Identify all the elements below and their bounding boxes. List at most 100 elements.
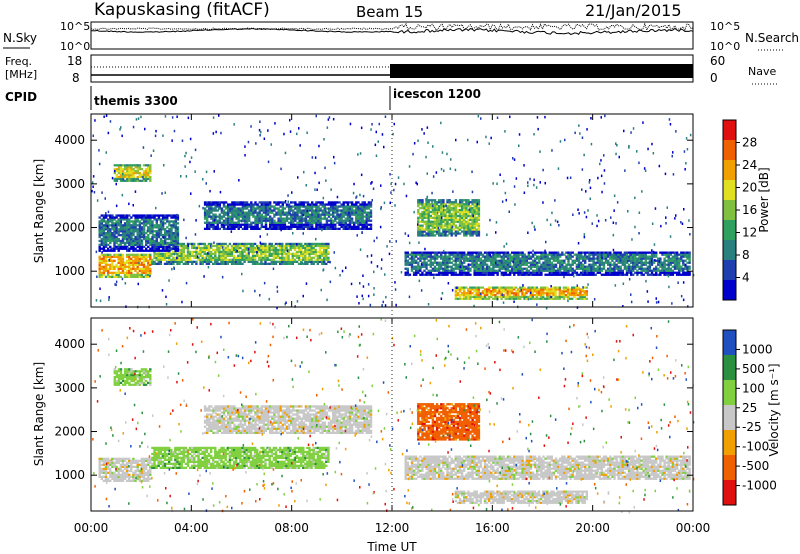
heatmap-cell xyxy=(630,272,632,274)
heatmap-cell xyxy=(405,268,407,270)
heatmap-cell xyxy=(212,209,214,211)
heatmap-cell xyxy=(193,257,195,259)
heatmap-cell xyxy=(455,219,457,221)
heatmap-speckle xyxy=(140,226,142,229)
heatmap-cell xyxy=(143,266,145,268)
heatmap-cell xyxy=(527,296,529,298)
heatmap-cell xyxy=(326,207,328,209)
heatmap-cell xyxy=(432,274,434,276)
heatmap-cell xyxy=(540,256,542,258)
heatmap-cell xyxy=(563,270,565,272)
heatmap-cell xyxy=(204,214,206,216)
heatmap-cell xyxy=(141,276,143,278)
heatmap-cell xyxy=(214,263,216,265)
heatmap-cell xyxy=(233,251,235,253)
heatmap-cell xyxy=(538,268,540,270)
heatmap-cell xyxy=(569,266,571,268)
heatmap-cell xyxy=(221,201,223,203)
heatmap-cell xyxy=(248,257,250,259)
heatmap-cell xyxy=(265,220,267,222)
heatmap-cell xyxy=(262,259,264,261)
heatmap-cell xyxy=(578,260,580,262)
heatmap-cell xyxy=(99,266,101,268)
heatmap-cell xyxy=(534,274,536,276)
heatmap-cell xyxy=(277,220,279,222)
heatmap-cell xyxy=(446,270,448,272)
heatmap-cell xyxy=(233,224,235,226)
heatmap-cell xyxy=(665,274,667,276)
heatmap-cell xyxy=(162,253,164,255)
heatmap-cell xyxy=(364,201,366,203)
heatmap-cell xyxy=(265,201,267,203)
heatmap-cell xyxy=(137,230,139,232)
heatmap-cell xyxy=(141,174,143,176)
heatmap-cell xyxy=(263,220,265,222)
heatmap-cell xyxy=(222,259,224,261)
heatmap-cell xyxy=(130,172,132,174)
heatmap-cell xyxy=(111,264,113,266)
heatmap-cell xyxy=(283,245,285,247)
heatmap-cell xyxy=(158,250,160,252)
heatmap-cell xyxy=(465,294,467,296)
heatmap-cell xyxy=(434,268,436,270)
heatmap-cell xyxy=(130,262,132,264)
heatmap-cell xyxy=(609,252,611,254)
heatmap-cell xyxy=(471,256,473,258)
heatmap-cell xyxy=(436,201,438,203)
heatmap-cell xyxy=(132,178,134,180)
heatmap-cell xyxy=(624,266,626,268)
heatmap-cell xyxy=(332,205,334,207)
heatmap-cell xyxy=(530,298,532,300)
heatmap-cell xyxy=(221,218,223,220)
heatmap-cell xyxy=(266,259,268,261)
heatmap-cell xyxy=(419,199,421,201)
heatmap-cell xyxy=(309,203,311,205)
heatmap-cell xyxy=(310,257,312,259)
heatmap-cell xyxy=(440,258,442,260)
heatmap-cell xyxy=(676,264,678,266)
heatmap-cell xyxy=(294,212,296,214)
heatmap-cell xyxy=(262,257,264,259)
heatmap-cell xyxy=(301,218,303,220)
heatmap-cell xyxy=(463,258,465,260)
heatmap-cell xyxy=(115,276,117,278)
heatmap-cell xyxy=(498,287,500,289)
heatmap-cell xyxy=(366,205,368,207)
heatmap-cell xyxy=(109,228,111,230)
heatmap-cell xyxy=(469,268,471,270)
heatmap-cell xyxy=(611,264,613,266)
heatmap-cell xyxy=(643,274,645,276)
heatmap-cell xyxy=(306,247,308,249)
heatmap-cell xyxy=(361,214,363,216)
heatmap-cell xyxy=(109,254,111,256)
heatmap-speckle xyxy=(127,247,129,250)
heatmap-cell xyxy=(347,205,349,207)
heatmap-cell xyxy=(298,251,300,253)
heatmap-cell xyxy=(349,218,351,220)
heatmap-cell xyxy=(534,264,536,266)
heatmap-cell xyxy=(275,201,277,203)
heatmap-cell xyxy=(250,222,252,224)
heatmap-cell xyxy=(546,292,548,294)
heatmap-cell xyxy=(559,260,561,262)
heatmap-cell xyxy=(451,215,453,217)
heatmap-cell xyxy=(105,264,107,266)
heatmap-cell xyxy=(500,298,502,300)
heatmap-cell xyxy=(359,216,361,218)
heatmap-cell xyxy=(132,224,134,226)
heatmap-cell xyxy=(271,209,273,211)
heatmap-cell xyxy=(597,270,599,272)
heatmap-cell xyxy=(143,268,145,270)
heatmap-cell xyxy=(290,220,292,222)
heatmap-cell xyxy=(103,250,105,252)
heatmap-cell xyxy=(640,268,642,270)
heatmap-cell xyxy=(288,207,290,209)
heatmap-cell xyxy=(135,180,137,182)
heatmap-cell xyxy=(277,209,279,211)
heatmap-cell xyxy=(250,212,252,214)
heatmap-cell xyxy=(357,218,359,220)
heatmap-cell xyxy=(425,274,427,276)
heatmap-cell xyxy=(271,220,273,222)
heatmap-cell xyxy=(603,262,605,264)
heatmap-cell xyxy=(296,247,298,249)
